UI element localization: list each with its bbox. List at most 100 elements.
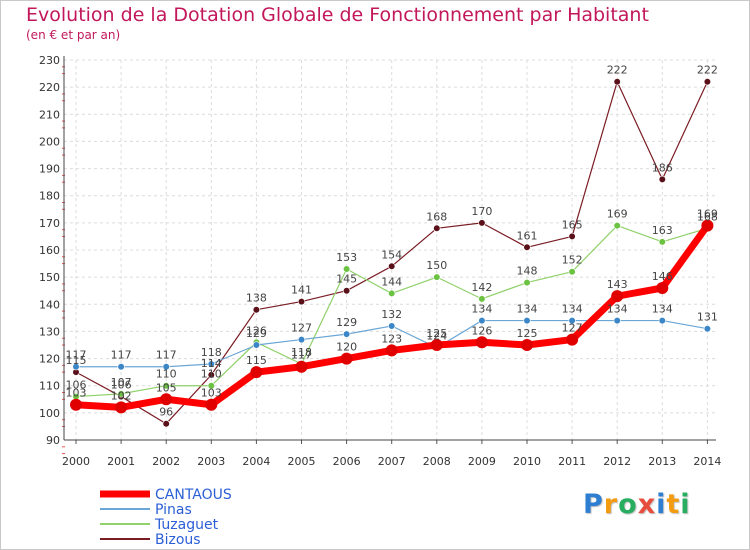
legend-label-cantaous: CANTAOUS	[155, 487, 232, 503]
data-label-bizous: 115	[66, 354, 87, 367]
data-label-tuzaguet: 163	[652, 224, 673, 237]
data-label-tuzaguet: 148	[517, 265, 538, 278]
data-point-bizous	[297, 297, 306, 306]
data-label-tuzaguet: 142	[471, 281, 492, 294]
x-tick-label: 2014	[693, 455, 721, 468]
x-tick-label: 2006	[333, 455, 361, 468]
data-point-pinas	[162, 363, 170, 371]
data-point-bizous	[568, 232, 576, 241]
legend-label-tuzaguet: Tuzaguet	[154, 517, 219, 533]
data-label-tuzaguet: 118	[291, 346, 312, 359]
data-label-pinas: 134	[562, 303, 583, 316]
axis-ticks: 9010011012013014015016017018019020021022…	[39, 54, 721, 468]
data-point-bizous	[613, 78, 621, 86]
data-label-tuzaguet: 150	[426, 259, 447, 272]
logo-letter: o	[618, 489, 638, 520]
logo-letter: x	[637, 489, 657, 520]
x-tick-label: 2013	[648, 455, 676, 468]
y-tick-label: 200	[39, 135, 60, 148]
data-point-pinas	[388, 322, 396, 330]
data-point-tuzaguet	[207, 382, 215, 390]
data-point-pinas	[117, 363, 125, 371]
data-point-pinas	[343, 330, 351, 338]
data-label-tuzaguet: 152	[562, 254, 583, 267]
data-label-pinas: 129	[246, 327, 267, 340]
x-tick-label: 2002	[152, 455, 180, 468]
data-label-tuzaguet: 168	[697, 210, 718, 223]
y-tick-label: 110	[39, 380, 60, 393]
data-point-cantaous	[160, 393, 173, 406]
data-labels: 115 106 96 114 138 141 145 154 168 170 161 165 222 18…	[66, 64, 718, 419]
data-label-bizous: 161	[517, 229, 538, 242]
x-tick-label: 2005	[288, 455, 316, 468]
data-label-pinas: 117	[111, 349, 132, 362]
x-tick-label: 2009	[468, 455, 496, 468]
data-point-pinas	[478, 316, 486, 325]
data-point-bizous	[478, 219, 486, 227]
data-label-pinas: 117	[66, 349, 87, 362]
data-point-cantaous	[70, 398, 82, 411]
logo-letter: i	[680, 489, 691, 520]
data-label-cantaous: 117	[291, 349, 312, 362]
y-tick-label: 140	[39, 298, 60, 311]
data-point-cantaous	[566, 333, 579, 346]
data-point-tuzaguet	[343, 265, 351, 273]
data-point-cantaous	[340, 352, 353, 365]
logo-letter: P	[583, 489, 604, 520]
data-point-cantaous	[430, 339, 443, 351]
data-label-cantaous: 125	[517, 327, 538, 340]
data-point-tuzaguet	[568, 268, 576, 276]
data-label-bizous: 170	[471, 205, 492, 218]
y-tick-label: 120	[39, 353, 60, 366]
data-point-pinas	[252, 341, 260, 349]
data-label-bizous: 222	[607, 64, 628, 77]
data-label-bizous: 165	[562, 218, 583, 231]
data-point-pinas	[207, 360, 215, 368]
data-label-pinas: 118	[201, 346, 222, 359]
data-label-pinas: 129	[336, 316, 357, 329]
x-tick-label: 2004	[242, 455, 270, 468]
y-tick-label: 130	[39, 325, 60, 338]
data-label-tuzaguet: 144	[381, 275, 402, 288]
data-label-pinas: 131	[697, 311, 718, 324]
data-label-cantaous: 125	[426, 327, 447, 340]
series-lines	[70, 78, 714, 428]
legend-label-pinas: Pinas	[155, 502, 192, 518]
chart-axes	[62, 56, 716, 455]
data-label-pinas: 132	[381, 308, 402, 321]
y-tick-label: 230	[39, 54, 60, 67]
x-tick-label: 2012	[603, 455, 631, 468]
data-label-cantaous: 120	[336, 341, 357, 354]
data-label-bizous: 145	[336, 273, 357, 286]
data-label-cantaous: 115	[246, 354, 267, 367]
data-point-tuzaguet	[658, 238, 666, 246]
data-label-tuzaguet: 106	[66, 379, 87, 392]
data-point-pinas	[72, 363, 80, 371]
data-label-pinas: 117	[156, 349, 177, 362]
data-point-bizous	[433, 224, 441, 232]
data-label-tuzaguet: 107	[111, 376, 132, 389]
legend-label-bizous: Bizous	[155, 532, 201, 548]
data-label-cantaous: 146	[652, 270, 673, 283]
data-label-pinas: 134	[517, 303, 538, 316]
data-point-bizous	[703, 78, 712, 86]
data-point-bizous	[207, 371, 215, 379]
data-point-bizous	[658, 175, 666, 184]
chart-title: Evolution de la Dotation Globale de Fonc…	[26, 4, 649, 26]
data-label-tuzaguet: 153	[336, 251, 357, 264]
data-label-pinas: 124	[426, 330, 447, 343]
data-point-bizous	[343, 287, 351, 295]
y-tick-label: 90	[46, 434, 60, 447]
data-label-bizous: 106	[111, 379, 132, 392]
data-point-pinas	[297, 335, 306, 344]
y-tick-label: 210	[39, 108, 60, 121]
data-point-tuzaguet	[613, 221, 621, 230]
data-label-pinas: 134	[607, 303, 628, 316]
data-label-tuzaguet: 126	[246, 324, 267, 337]
data-label-cantaous: 102	[111, 389, 132, 402]
data-label-cantaous: 127	[562, 322, 583, 335]
data-point-pinas	[658, 316, 666, 325]
y-tick-label: 220	[39, 81, 60, 94]
data-point-pinas	[613, 316, 621, 325]
logo-letter: r	[603, 489, 619, 520]
